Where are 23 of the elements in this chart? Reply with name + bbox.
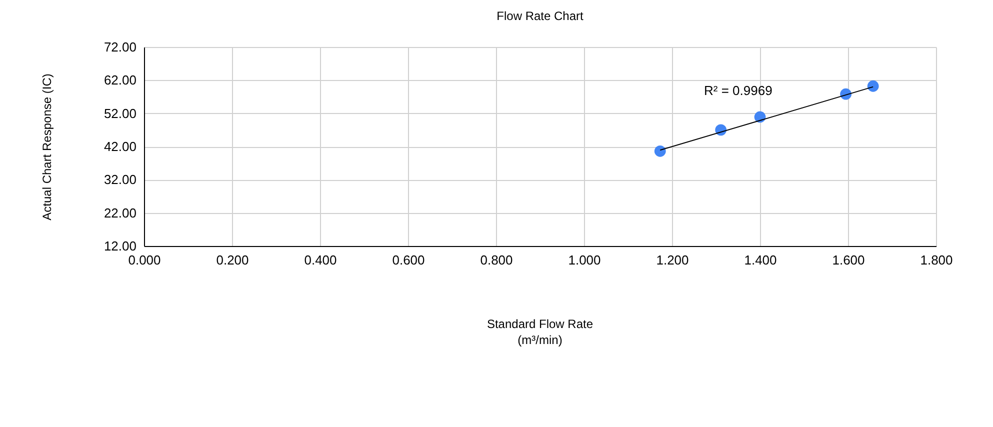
y-tick-label: 52.00: [104, 106, 136, 121]
chart-title: Flow Rate Chart: [496, 9, 584, 23]
x-tick-label: 0.800: [480, 252, 513, 268]
annotation: R² = 0.9969: [704, 83, 772, 98]
x-tick-label: 0.600: [392, 252, 425, 268]
y-tick-label: 72.00: [104, 40, 136, 54]
point: [867, 80, 879, 92]
x-tick-label: 0.000: [128, 252, 161, 268]
x-tick-label: 0.200: [216, 252, 249, 268]
y-tick-label: 42.00: [104, 139, 136, 154]
x-tick-label: 0.400: [304, 252, 337, 268]
x-tick-label: 1.600: [832, 252, 865, 268]
point: [654, 145, 666, 157]
y-axis-title: Actual Chart Response (IC): [40, 74, 54, 220]
x-tick-label: 1.200: [656, 252, 689, 268]
y-tick-label: 12.00: [104, 238, 136, 254]
x-tick-label: 1.800: [920, 252, 953, 268]
y-tick-label: 32.00: [104, 172, 136, 188]
x-tick-label: 1.000: [568, 252, 601, 268]
y-tick-label: 22.00: [104, 205, 136, 220]
x-axis-title: Standard Flow Rate (m³/min): [486, 316, 594, 348]
y-tick-label: 62.00: [104, 72, 136, 88]
x-tick-label: 1.400: [744, 252, 777, 268]
